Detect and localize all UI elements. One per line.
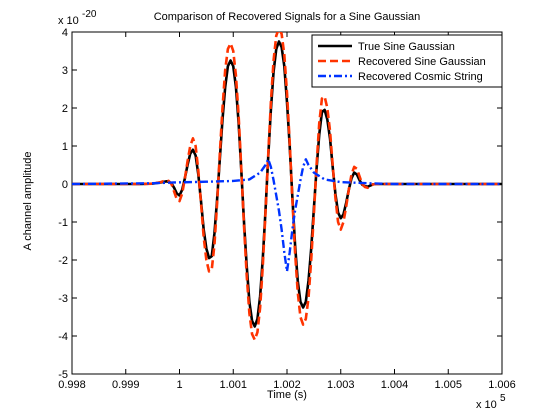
x-exponent-base: x 10	[476, 399, 497, 411]
y-tick-label: 2	[62, 103, 68, 115]
x-tick-label: 0.998	[58, 379, 86, 391]
legend: True Sine Gaussian Recovered Sine Gaussia…	[311, 34, 503, 88]
y-tick-label: -5	[58, 369, 68, 381]
x-tick-label: 1.002	[273, 379, 301, 391]
y-tick-label: -1	[58, 217, 68, 229]
y-tick-label: 0	[62, 179, 68, 191]
x-tick-label: 1.001	[219, 379, 247, 391]
y-axis-label: A channel amplitude	[22, 151, 34, 250]
x-tick-label: 1.003	[327, 379, 355, 391]
x-tick-label: 1.005	[434, 379, 462, 391]
y-axis-exponent-label: x 10 -20	[58, 9, 97, 27]
y-tick-label: -3	[58, 293, 68, 305]
x-tick-label: 0.999	[112, 379, 140, 391]
plot-area: 0.998 0.999 1 1.001 1.002 1.003 1.004 1.005 1.00…	[58, 27, 516, 391]
legend-label: Recovered Sine Gaussian	[358, 56, 486, 68]
legend-label: True Sine Gaussian	[358, 41, 455, 53]
y-tick-label: 1	[62, 141, 68, 153]
x-tick-label: 1.006	[488, 379, 516, 391]
x-axis-label: Time (s)	[267, 389, 307, 401]
x-axis-exponent-label: x 10 5	[476, 393, 506, 411]
x-tick-label: 1	[176, 379, 182, 391]
y-exponent-power: -20	[82, 9, 97, 20]
series-line-recovered-sine-gaussian	[72, 32, 502, 342]
y-tick-label: -2	[58, 255, 68, 267]
x-tick-label: 1.004	[381, 379, 409, 391]
chart-title: Comparison of Recovered Signals for a Si…	[154, 11, 421, 23]
y-exponent-base: x 10	[58, 15, 79, 27]
y-tick-label: 4	[62, 27, 68, 39]
y-tick-label: -4	[58, 331, 68, 343]
legend-label: Recovered Cosmic String	[358, 71, 483, 83]
y-tick-label: 3	[62, 65, 68, 77]
x-exponent-power: 5	[500, 393, 506, 404]
series-line-recovered-cosmic-string	[72, 158, 502, 273]
